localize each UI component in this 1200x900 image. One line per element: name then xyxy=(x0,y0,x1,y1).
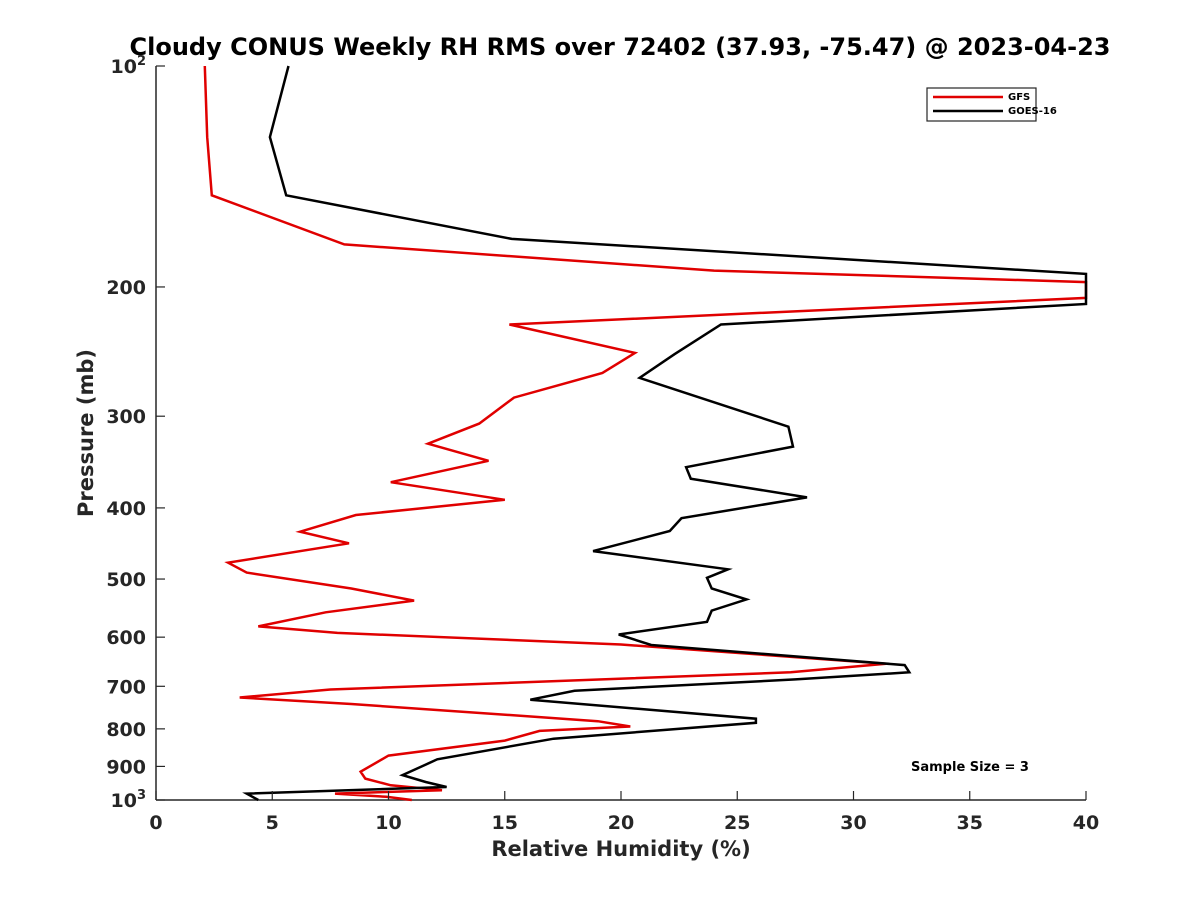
x-axis-label: Relative Humidity (%) xyxy=(491,837,750,861)
sample-size-annotation: Sample Size = 3 xyxy=(911,760,1029,775)
y-tick-label: 103 xyxy=(111,788,147,812)
legend-label-gfs: GFS xyxy=(1008,92,1030,103)
x-tick-label: 0 xyxy=(149,812,162,834)
legend-box xyxy=(926,87,1037,122)
y-tick-label: 300 xyxy=(106,406,146,428)
x-tick-label: 40 xyxy=(1073,812,1099,834)
plot-area: 0 5 10 15 20 25 30 35 40 102 200 300 400 500 600 700 80… xyxy=(106,54,1099,834)
x-ticks: 0 5 10 15 20 25 30 35 40 xyxy=(149,791,1099,834)
y-ticks: 102 200 300 400 500 600 700 800 900 103 xyxy=(106,54,165,812)
x-tick-label: 15 xyxy=(492,812,518,834)
x-tick-label: 35 xyxy=(957,812,983,834)
y-axis-label: Pressure (mb) xyxy=(74,349,98,517)
x-tick-label: 20 xyxy=(608,812,634,834)
x-tick-label: 10 xyxy=(375,812,401,834)
x-tick-label: 30 xyxy=(840,812,866,834)
y-tick-label: 700 xyxy=(106,676,146,698)
chart-title: Cloudy CONUS Weekly RH RMS over 72402 (3… xyxy=(130,33,1111,61)
series-line-gfs xyxy=(203,65,1088,802)
series-line-goes16 xyxy=(242,65,1088,802)
y-tick-label: 200 xyxy=(106,277,146,299)
x-tick-label: 25 xyxy=(724,812,750,834)
y-tick-label: 400 xyxy=(106,498,146,520)
x-tick-label: 5 xyxy=(266,812,279,834)
y-tick-label: 500 xyxy=(106,569,146,591)
y-tick-label: 102 xyxy=(111,54,147,78)
y-tick-label: 800 xyxy=(106,719,146,741)
y-tick-label: 600 xyxy=(106,627,146,649)
y-tick-label: 900 xyxy=(106,756,146,778)
legend: GFS GOES-16 xyxy=(926,87,1057,122)
series-layer xyxy=(203,65,1088,802)
legend-label-goes16: GOES-16 xyxy=(1008,106,1057,117)
